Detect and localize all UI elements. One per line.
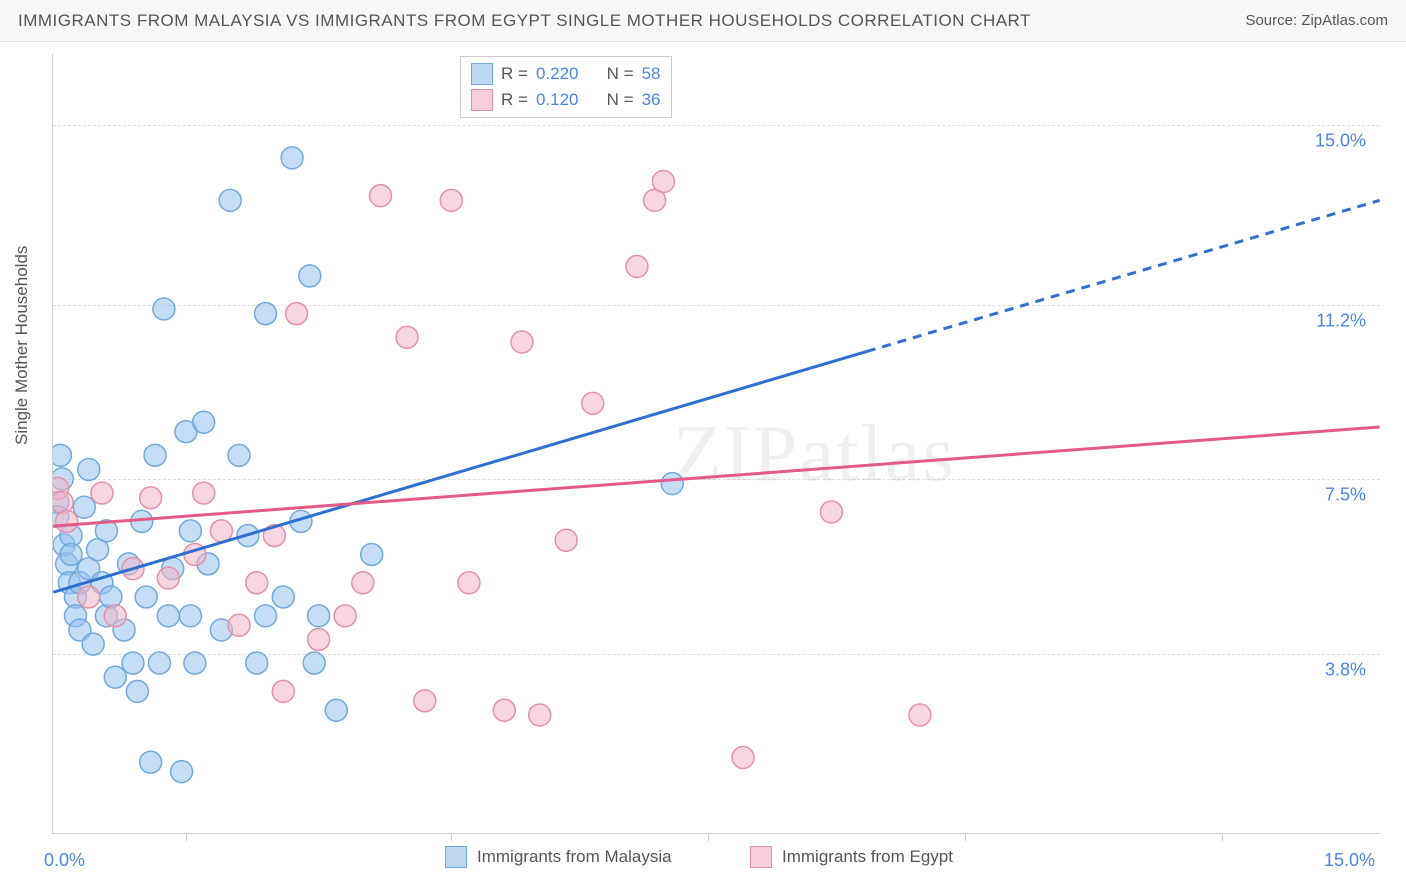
- scatter-point: [246, 572, 268, 594]
- title-bar: IMMIGRANTS FROM MALAYSIA VS IMMIGRANTS F…: [0, 0, 1406, 42]
- scatter-point: [272, 680, 294, 702]
- scatter-point: [493, 699, 515, 721]
- x-tick: [1222, 833, 1223, 841]
- scatter-point: [414, 690, 436, 712]
- legend-swatch-icon: [750, 846, 772, 868]
- scatter-point: [104, 666, 126, 688]
- legend-series-label: Immigrants from Egypt: [782, 847, 953, 867]
- scatter-point: [53, 492, 73, 514]
- scatter-point: [122, 652, 144, 674]
- scatter-point: [184, 652, 206, 674]
- scatter-point: [78, 458, 100, 480]
- scatter-point: [458, 572, 480, 594]
- scatter-point: [334, 605, 356, 627]
- scatter-point: [582, 392, 604, 414]
- plot-area: ZIPatlas 3.8%7.5%11.2%15.0%: [52, 54, 1380, 834]
- scatter-point: [157, 567, 179, 589]
- scatter-point: [652, 170, 674, 192]
- scatter-point: [661, 473, 683, 495]
- trend-line-dashed: [867, 200, 1380, 351]
- legend-r-value: 0.120: [536, 87, 594, 113]
- legend-swatch-icon: [471, 63, 493, 85]
- scatter-point: [272, 586, 294, 608]
- scatter-point: [228, 444, 250, 466]
- chart-container: IMMIGRANTS FROM MALAYSIA VS IMMIGRANTS F…: [0, 0, 1406, 892]
- scatter-point: [909, 704, 931, 726]
- scatter-point: [193, 411, 215, 433]
- scatter-point: [179, 605, 201, 627]
- scatter-point: [210, 520, 232, 542]
- scatter-point: [144, 444, 166, 466]
- legend-row: R = 0.120 N = 36: [471, 87, 661, 113]
- scatter-point: [153, 298, 175, 320]
- scatter-point: [228, 614, 250, 636]
- legend-n-label: N =: [602, 61, 634, 87]
- scatter-point: [299, 265, 321, 287]
- scatter-point: [370, 185, 392, 207]
- scatter-point: [255, 303, 277, 325]
- scatter-point: [281, 147, 303, 169]
- scatter-point: [246, 652, 268, 674]
- scatter-point: [171, 761, 193, 783]
- scatter-point: [82, 633, 104, 655]
- scatter-point: [732, 746, 754, 768]
- y-axis-title: Single Mother Households: [12, 246, 32, 445]
- scatter-point: [396, 326, 418, 348]
- scatter-point: [219, 189, 241, 211]
- scatter-point: [193, 482, 215, 504]
- trend-line: [53, 351, 866, 592]
- legend-n-value: 36: [642, 87, 661, 113]
- scatter-point: [325, 699, 347, 721]
- chart-title: IMMIGRANTS FROM MALAYSIA VS IMMIGRANTS F…: [18, 11, 1031, 31]
- legend-r-label: R =: [501, 61, 528, 87]
- x-tick: [186, 833, 187, 841]
- legend-n-label: N =: [602, 87, 634, 113]
- scatter-point: [157, 605, 179, 627]
- scatter-point: [820, 501, 842, 523]
- legend-series-2: Immigrants from Egypt: [750, 846, 953, 868]
- scatter-point: [308, 605, 330, 627]
- scatter-point: [73, 496, 95, 518]
- legend-r-value: 0.220: [536, 61, 594, 87]
- x-axis-max-label: 15.0%: [1324, 850, 1375, 871]
- scatter-point: [529, 704, 551, 726]
- legend-swatch-icon: [445, 846, 467, 868]
- legend-swatch-icon: [471, 89, 493, 111]
- scatter-point: [308, 628, 330, 650]
- legend-correlation: R = 0.220 N = 58 R = 0.120 N = 36: [460, 56, 672, 118]
- chart-svg: [53, 54, 1380, 833]
- scatter-point: [511, 331, 533, 353]
- scatter-point: [78, 586, 100, 608]
- x-tick: [708, 833, 709, 841]
- scatter-point: [56, 510, 78, 532]
- scatter-point: [555, 529, 577, 551]
- scatter-point: [140, 487, 162, 509]
- scatter-point: [140, 751, 162, 773]
- x-tick: [965, 833, 966, 841]
- scatter-point: [91, 482, 113, 504]
- scatter-point: [53, 444, 71, 466]
- scatter-point: [255, 605, 277, 627]
- scatter-point: [126, 680, 148, 702]
- scatter-point: [148, 652, 170, 674]
- scatter-point: [179, 520, 201, 542]
- legend-r-label: R =: [501, 87, 528, 113]
- legend-n-value: 58: [642, 61, 661, 87]
- x-axis-min-label: 0.0%: [44, 850, 85, 871]
- trend-line: [53, 427, 1379, 526]
- x-tick: [451, 833, 452, 841]
- scatter-point: [60, 543, 82, 565]
- legend-series-1: Immigrants from Malaysia: [445, 846, 672, 868]
- scatter-point: [286, 303, 308, 325]
- scatter-point: [361, 543, 383, 565]
- scatter-point: [104, 605, 126, 627]
- scatter-point: [135, 586, 157, 608]
- scatter-point: [352, 572, 374, 594]
- legend-series-label: Immigrants from Malaysia: [477, 847, 672, 867]
- scatter-point: [626, 255, 648, 277]
- scatter-point: [440, 189, 462, 211]
- legend-row: R = 0.220 N = 58: [471, 61, 661, 87]
- source-label: Source: ZipAtlas.com: [1245, 12, 1388, 29]
- scatter-point: [303, 652, 325, 674]
